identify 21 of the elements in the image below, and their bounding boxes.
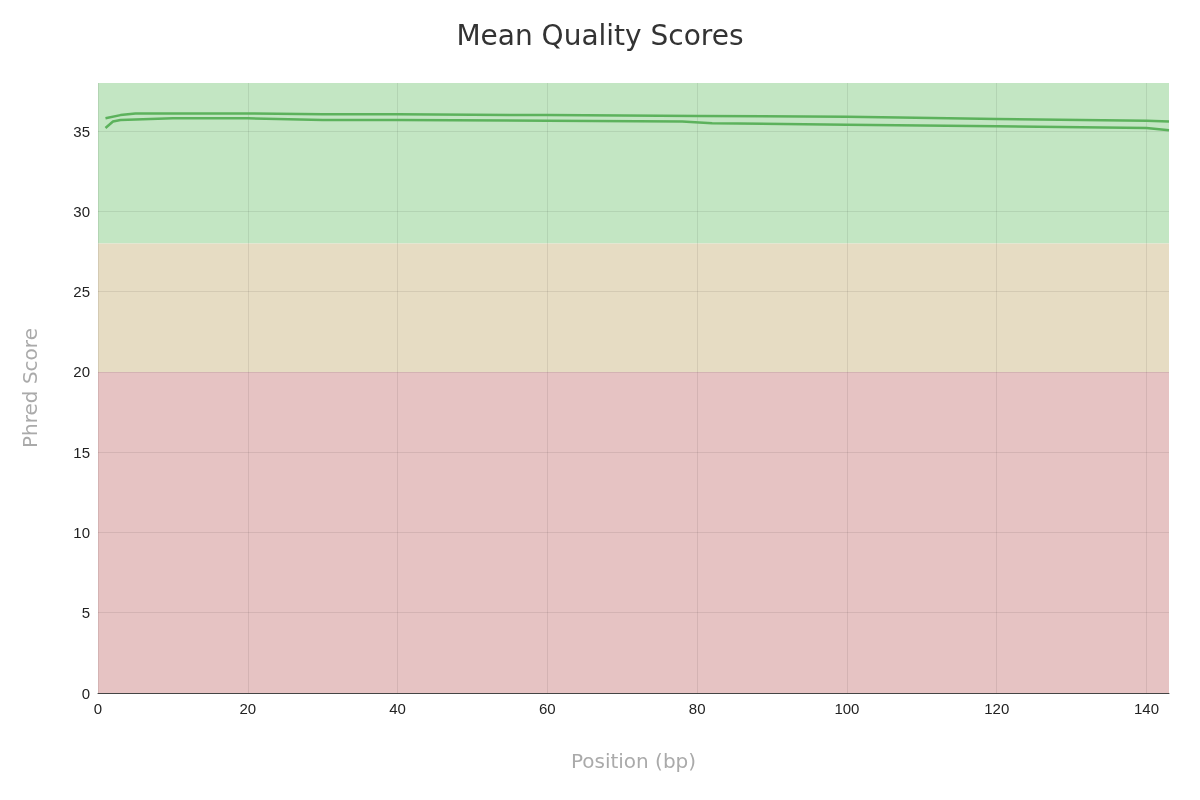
- x-tick-label: 40: [389, 700, 406, 717]
- y-tick-label: 15: [73, 443, 90, 461]
- y-tick-label: 5: [81, 604, 90, 622]
- x-tick-label: 20: [239, 700, 257, 717]
- y-tick-label: 20: [73, 363, 90, 381]
- x-axis-title: Position (bp): [570, 749, 697, 773]
- x-tick-label: 80: [688, 700, 706, 717]
- line-series: [104, 117, 1171, 132]
- x-tick-label: 100: [834, 700, 860, 717]
- y-axis-title: Phred Score: [18, 328, 42, 448]
- chart-title: Mean Quality Scores: [456, 18, 744, 52]
- x-tick-label: 60: [539, 700, 556, 717]
- y-tick-label: 30: [73, 202, 90, 220]
- x-tick-label: 0: [93, 700, 103, 717]
- x-tick-label: 140: [1134, 700, 1160, 717]
- y-tick-label: 25: [73, 283, 90, 301]
- line-series: [104, 112, 1171, 123]
- y-tick-label: 0: [81, 684, 90, 702]
- x-tick-label: 120: [984, 700, 1010, 717]
- y-tick-label: 35: [73, 122, 90, 140]
- y-tick-label: 10: [73, 523, 90, 541]
